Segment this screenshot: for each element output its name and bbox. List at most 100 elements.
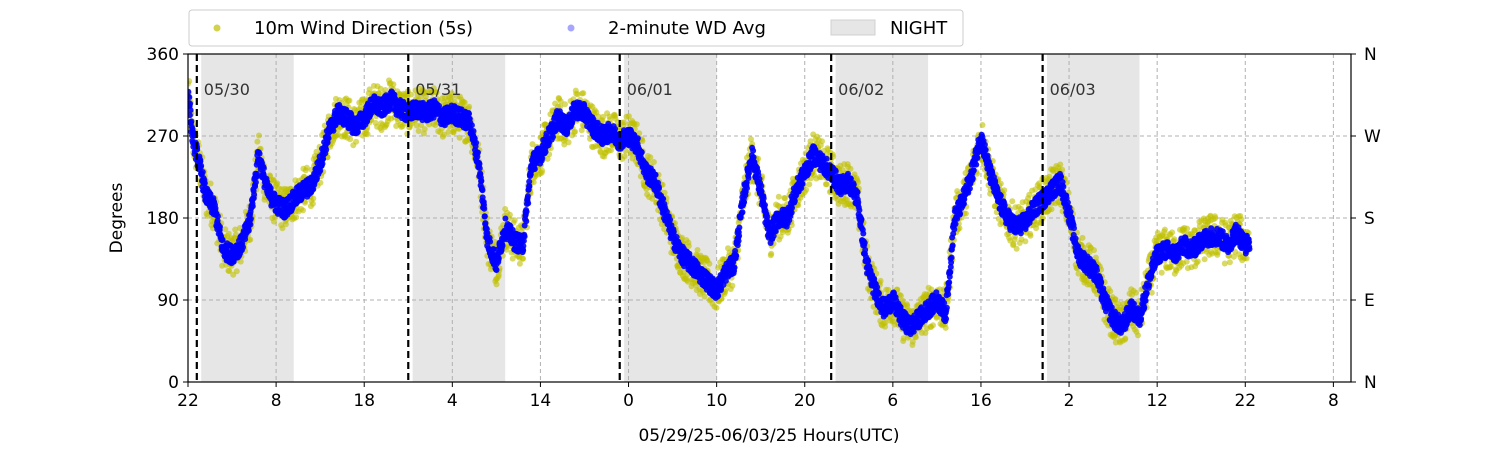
point-s1-1287 [525,200,532,207]
point-s1-1176 [495,255,502,262]
point-s0-1567 [806,181,813,188]
point-s0-1356 [722,286,729,293]
point-s0-869 [529,141,536,148]
point-s1-2169 [758,183,765,189]
point-s1-1090 [473,139,480,146]
point-s0-582 [415,128,422,134]
point-s0-1035 [595,113,602,120]
point-s1-1838 [670,228,677,235]
point-s1-238 [247,215,254,222]
point-s0-803 [503,246,510,253]
point-s0-486 [377,85,384,92]
point-s0-1112 [625,113,632,120]
point-s0-498 [382,87,389,93]
point-s0-778 [493,281,500,288]
point-s1-1121 [481,205,488,212]
point-s0-407 [346,97,353,104]
point-s0-2628 [1226,259,1233,266]
point-s0-939 [557,103,564,110]
point-s0-1146 [639,138,646,144]
point-s1-104 [212,205,219,212]
point-s0-1285 [694,247,701,253]
point-s0-2519 [1183,258,1190,265]
point-s0-1766 [885,286,892,293]
point-s1-47 [197,158,204,165]
point-s0-2178 [1048,206,1055,213]
point-s1-2086 [736,224,743,231]
point-s0-1420 [748,136,754,143]
point-s0-123 [233,268,240,275]
point-s0-1471 [768,250,775,257]
point-s1-1280 [523,218,530,225]
point-s0-424 [353,138,360,145]
point-s0-1047 [600,113,607,120]
point-s0-2246 [1075,270,1082,277]
point-s1-10 [188,107,194,114]
point-s1-64 [201,180,208,187]
point-s1-2074 [733,252,740,259]
point-s0-216 [270,176,277,183]
point-s1-271 [256,150,263,157]
point-s0-1747 [877,277,884,284]
point-s1-1190 [499,242,506,249]
point-s0-837 [516,260,523,267]
point-s0-1611 [823,181,830,188]
point-s1-2098 [739,209,746,216]
point-s0-709 [466,103,473,110]
point-s0-907 [544,155,551,162]
point-s1-523 [323,146,330,153]
point-s1-1273 [521,233,528,240]
point-s0-2488 [1171,236,1178,243]
point-s0-1263 [685,243,692,249]
point-s1-2085 [736,232,743,239]
point-s0-773 [491,238,498,245]
point-s0-518 [390,81,397,88]
point-s0-1911 [942,324,949,331]
point-s0-2670 [1243,255,1250,262]
point-s0-2547 [1194,258,1201,265]
point-s1-1104 [476,165,483,172]
point-s1-1782 [656,185,662,192]
point-s0-976 [572,128,578,135]
point-s0-1373 [729,282,736,289]
data-points [188,77,1253,348]
point-s0-458 [366,86,373,93]
point-s0-2564 [1201,256,1208,263]
point-s0-1101 [621,153,628,160]
point-s1-2006 [715,292,722,299]
point-s0-597 [421,126,428,133]
point-s0-2597 [1214,249,1221,256]
point-s0-2615 [1221,260,1228,267]
point-s0-3 [188,78,193,85]
point-s1-1381 [550,134,556,140]
point-s1-208 [240,244,246,251]
point-s0-104 [226,268,233,274]
point-s0-225 [274,180,281,187]
point-s1-121 [217,223,223,230]
point-s0-247 [282,221,289,228]
point-s1-1292 [526,183,533,190]
point-s0-2200 [1057,161,1064,168]
point-s0-1836 [912,334,919,341]
point-s0-2591 [1212,215,1219,221]
point-s1-1717 [638,149,645,156]
point-s0-940 [557,98,564,105]
point-s1-1616 [612,126,619,132]
point-s0-666 [449,93,456,100]
point-s0-1303 [701,293,708,300]
point-s0-893 [539,167,546,174]
point-s0-1879 [930,322,936,329]
point-s1-2104 [741,199,748,206]
point-s0-1759 [882,319,889,326]
point-s1-532 [325,135,332,142]
point-s1-2285 [789,204,795,211]
point-s0-2045 [995,215,1002,222]
point-s0-2339 [1112,296,1119,303]
point-s0-157 [247,236,254,243]
point-s1-2122 [745,170,752,177]
point-s0-824 [511,217,518,224]
point-s0-2638 [1230,253,1237,260]
point-s1-113 [214,213,221,220]
point-s0-119 [232,226,239,233]
